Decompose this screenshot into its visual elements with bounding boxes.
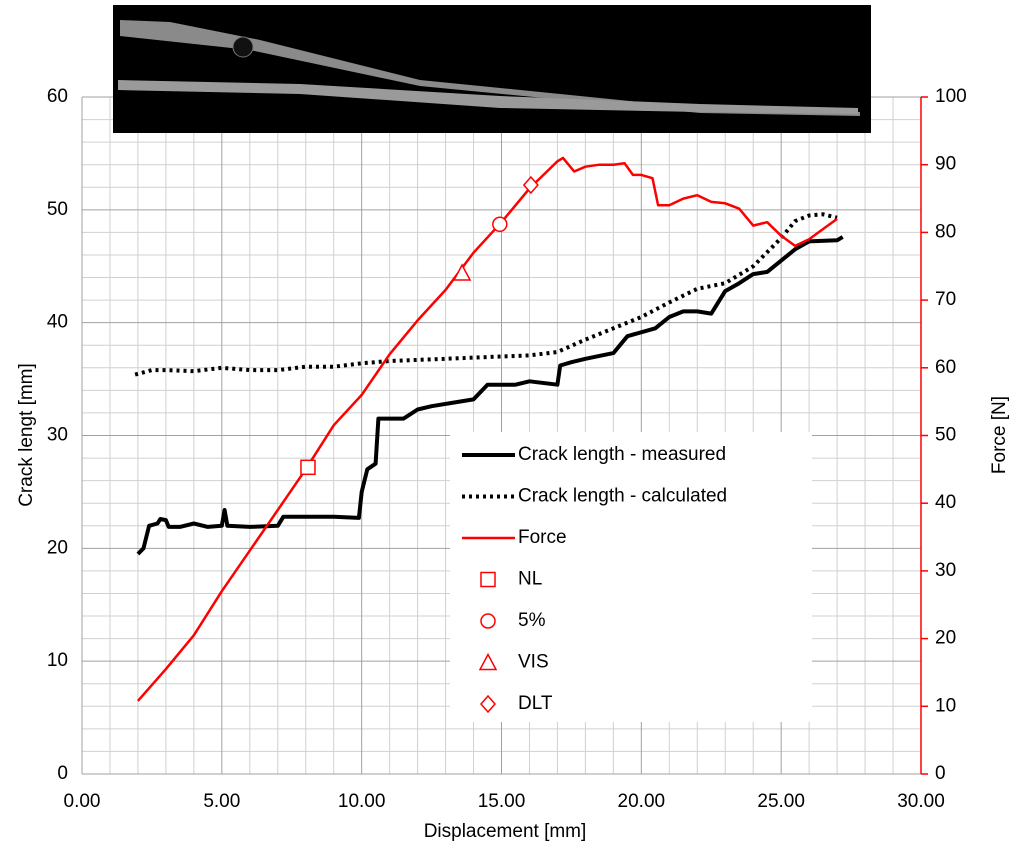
y2-tick-label: 20 <box>935 628 956 649</box>
x-axis-title: Displacement [mm] <box>424 821 587 842</box>
x-tick-label: 25.00 <box>757 791 805 812</box>
marker <box>478 652 498 671</box>
y-tick-label: 30 <box>47 425 68 446</box>
marker <box>522 175 539 195</box>
line <box>136 235 844 556</box>
y2-tick-label: 80 <box>935 221 956 242</box>
legend-label: Crack length - measured <box>518 444 726 465</box>
marker <box>480 694 496 714</box>
y2-tick-label: 70 <box>935 289 956 310</box>
line <box>136 156 838 702</box>
legend-label: Crack length - calculated <box>518 486 727 507</box>
y2-tick-label: 0 <box>935 763 946 784</box>
x-tick-label: 0.00 <box>64 791 101 812</box>
specimen-photo <box>113 5 871 133</box>
legend: Crack length - measured Crack length - ca… <box>450 432 812 722</box>
x-tick-label: 30.00 <box>897 791 945 812</box>
y2-tick-label: 60 <box>935 357 956 378</box>
y-tick-label: 60 <box>47 86 68 107</box>
y2-axis-title: Force [N] <box>989 396 1010 474</box>
marker <box>480 571 496 588</box>
x-tick-label: 5.00 <box>203 791 240 812</box>
y2-tick-label: 40 <box>935 492 956 513</box>
y2-tick-label: 50 <box>935 425 956 446</box>
legend-label: 5% <box>518 610 546 631</box>
marker <box>492 216 508 233</box>
x-tick-label: 20.00 <box>618 791 666 812</box>
marker <box>452 263 472 281</box>
y2-tick-label: 10 <box>935 695 956 716</box>
y-tick-label: 10 <box>47 650 68 671</box>
y-tick-label: 0 <box>57 763 68 784</box>
y-tick-label: 20 <box>47 537 68 558</box>
line <box>134 212 838 377</box>
legend-label: DLT <box>518 693 553 714</box>
legend-label: NL <box>518 569 542 590</box>
y2-tick-label: 100 <box>935 86 967 107</box>
x-tick-label: 10.00 <box>338 791 386 812</box>
marker <box>480 613 496 629</box>
y-tick-label: 50 <box>47 199 68 220</box>
x-tick-label: 15.00 <box>478 791 526 812</box>
y2-tick-label: 30 <box>935 560 956 581</box>
y-axis-title: Crack lengt [mm] <box>16 363 37 507</box>
legend-box <box>450 432 812 722</box>
y2-tick-label: 90 <box>935 154 956 175</box>
marker <box>300 459 316 476</box>
y-tick-label: 40 <box>47 312 68 333</box>
legend-label: VIS <box>518 652 549 673</box>
plot-area: 0.00 5.00 10.00 15.00 20.00 25.00 30.00 0 10 20 30… <box>47 86 967 812</box>
legend-label: Force <box>518 527 567 548</box>
